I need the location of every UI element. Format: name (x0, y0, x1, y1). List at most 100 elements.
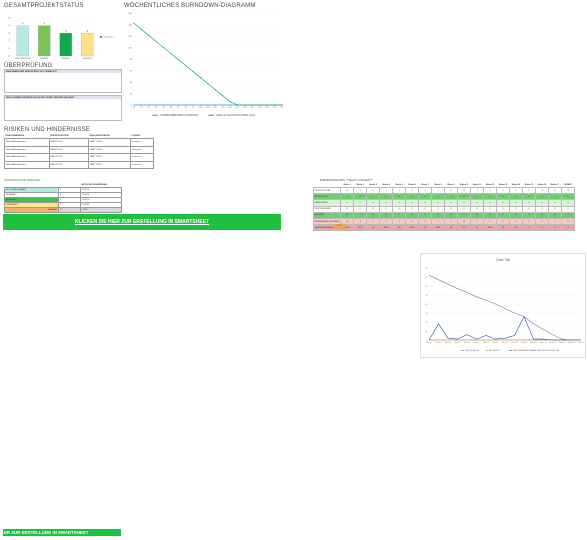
burndown-cell: 0 (547, 224, 562, 232)
float-ytick: 30 (426, 313, 428, 315)
burndown-point (274, 104, 276, 106)
burndown-xtick: W20 (273, 107, 276, 109)
burndown-cell: 26.5 (483, 224, 497, 232)
burndown-ytick: 0 (131, 105, 133, 107)
burndown-point (229, 101, 231, 103)
review-good-box[interactable]: WAS HABEN WIR BEIM SPRINT GUT GEMACHT? (4, 69, 122, 93)
table-row: VERBLEIBENDER AUFWAND 10 3 0 2 1 0 0 1 0 10 1 0 0 0 0 0 0… (312, 217, 576, 226)
burndown-point (266, 104, 268, 106)
burndown-xtick: W12 (214, 107, 217, 109)
burndown-ytick: 20 (130, 93, 133, 95)
status-col-share: ANTEIL DER GESAMTANZAHL (81, 184, 108, 186)
float-ytick: 70 (426, 277, 428, 279)
float-xtick: Woche 3 (445, 342, 451, 344)
burndown-header-cell: Woche 7 (421, 184, 429, 186)
float-series-line (428, 315, 581, 341)
float-xtick: Woche 12 (530, 342, 537, 344)
review-good-header: WAS HABEN WIR BEIM SPRINT GUT GEMACHT? (5, 70, 121, 73)
burndown-point (185, 65, 187, 67)
status-total-share: 100% (80, 207, 122, 213)
review-improve-box[interactable]: WAS KÖNNEN WIR BEIM NÄCHSTEN SPRINT BESS… (4, 95, 122, 121)
risks-cell: MM/TT/JJJJ (87, 138, 132, 147)
burndown-header-cell: Woche 11 (472, 184, 482, 186)
table-row: Risiko/Anforderung 2 MM/TT/JJJJ MM/TT/JJJJ… (4, 145, 154, 154)
burndown-point (200, 77, 202, 79)
burndown-header-cell: Woche 6 (408, 184, 416, 186)
burndown-point (229, 104, 231, 106)
status-bar-label: 4 (22, 23, 24, 26)
status-bar-chart: 0 1 2 3 4 5 4 NICHT BEGONNEN 4 IN ARBEIT 3 ERLEDIGT… (9, 17, 115, 60)
burndown-point (163, 46, 165, 49)
burndown-legend-label: VERBLEIBENDER AUFWAND (160, 113, 198, 117)
float-xtick: Woche 17 (578, 342, 585, 344)
burndown-point (163, 104, 165, 106)
burndown-xtick: W11 (206, 107, 209, 109)
burndown-point (207, 104, 209, 106)
float-legend-label: VERBLEIBENDER AUFWAND (513, 349, 536, 352)
smartsheet-bottom-button[interactable]: ER ZUR ERSTELLUNG IN SMARTSHEET (3, 529, 121, 536)
risks-cell: MM/TT/JJJJ (87, 160, 132, 169)
burndown-ytick: 80 (130, 59, 133, 61)
risks-cell: Risiko/Anforderung 4 (4, 160, 50, 169)
float-xtick: Woche 11 (521, 342, 528, 344)
chart-title-panel[interactable]: Chart Title 0 10 20 30 40 50 60 70 80 Woche 1 Woche… (420, 253, 586, 358)
burndown-point (207, 83, 209, 85)
risks-header-cell: LÖSUNG (131, 135, 141, 137)
smartsheet-cta-button[interactable]: KLICKEN SIE HIER ZUR ERSTELLUNG IN SMART… (3, 214, 281, 230)
burndown-header-cell: Woche 10 (459, 184, 469, 186)
burndown-point (185, 104, 187, 106)
table-row: IDEALE AUFSCHLÜSSELUNG 142 131.5 121 110.5 10… (312, 224, 576, 232)
float-legend-label: NEU ERSTELLT (489, 350, 501, 352)
float-ytick: 40 (426, 304, 428, 306)
burndown-point (237, 104, 239, 106)
risks-cell: Lösung 2 (130, 145, 154, 154)
float-xtick: Woche 2 (436, 342, 442, 344)
burndown-point (222, 104, 224, 106)
status-legend-swatch (100, 36, 102, 38)
burndown-point (192, 71, 194, 73)
risks-cell: MM/TT/JJJJ (48, 138, 89, 147)
status-bar (16, 25, 29, 57)
float-xtick: Woche 8 (493, 342, 499, 344)
burndown-header-cell: Woche 17 (550, 184, 560, 186)
burndown-title: WÖCHENTLICHES BURNDOWN-DIAGRAMM (124, 3, 256, 9)
burndown-ytick: 40 (130, 82, 133, 84)
status-bar-label: 3 (87, 30, 89, 33)
burndown-cell: 0 (521, 224, 536, 232)
burndown-ytick: 160 (128, 13, 132, 15)
burndown-data-table: Woche 1 Woche 2 Woche 3 Woche 4 Woche 5 Woche… (312, 183, 576, 232)
risks-title: RISIKEN UND HINDERNISSE (4, 127, 90, 133)
float-ytick: 0 (427, 340, 428, 342)
burndown-cell: 131.5 (353, 224, 368, 232)
review-improve-header: WAS KÖNNEN WIR BEIM NÄCHSTEN SPRINT BESS… (5, 96, 121, 99)
burndown-header-cell: Woche 2 (356, 184, 364, 186)
burndown-cell: 37 (470, 224, 485, 232)
status-xtick: GESPERRT (83, 58, 92, 60)
status-breakdown-title: STATUSAUFSCHLÜSSELUNG (4, 179, 41, 182)
burndown-ytick: 140 (128, 24, 132, 26)
burndown-line-chart: 0 20 40 60 80 100 120 140 160 W1 W2 W3 W4 W5 W6 W7 W8 W9 W… (128, 13, 283, 117)
burndown-point (281, 104, 283, 106)
float-xtick: Woche 5 (464, 342, 470, 344)
status-ytick: 4 (9, 24, 11, 27)
burndown-xtick: W18 (258, 107, 261, 109)
chart-title-line-chart: Chart Title 0 10 20 30 40 50 60 70 80 Woche 1 Woche… (426, 258, 585, 352)
burndown-cell: 79 (418, 224, 433, 232)
burndown-xtick: W15 (236, 107, 239, 109)
project-status-title: GESAMTPROJEKTSTATUS (4, 3, 84, 9)
burndown-series-line (133, 23, 282, 106)
risks-header-cell: RISIKO/HINDERNIS (5, 135, 24, 137)
table-row: NICHT BEGONNEN 0 0 0 0 0 0 0 0 0 0 0 0 0 0 0 0 0 0 (312, 205, 576, 213)
table-row: Risiko/Anforderung 4 MM/TT/JJJJ MM/TT/JJJJ… (4, 160, 154, 169)
burndown-data-title: BURNDOWN-DATEN ***NICHT LÖSCHEN*** (320, 179, 373, 182)
status-ytick: 0 (9, 55, 11, 58)
float-xtick: Woche 14 (549, 342, 556, 344)
status-total-count: 12 (58, 207, 81, 213)
burndown-ytick: 100 (128, 47, 132, 49)
risks-cell: MM/TT/JJJJ (48, 145, 89, 154)
burndown-cell: 58 (444, 224, 459, 232)
burndown-point (177, 58, 179, 61)
burndown-point (170, 104, 172, 106)
burndown-header-cell: Woche 16 (537, 184, 547, 186)
burndown-xtick: W9 (192, 107, 195, 109)
